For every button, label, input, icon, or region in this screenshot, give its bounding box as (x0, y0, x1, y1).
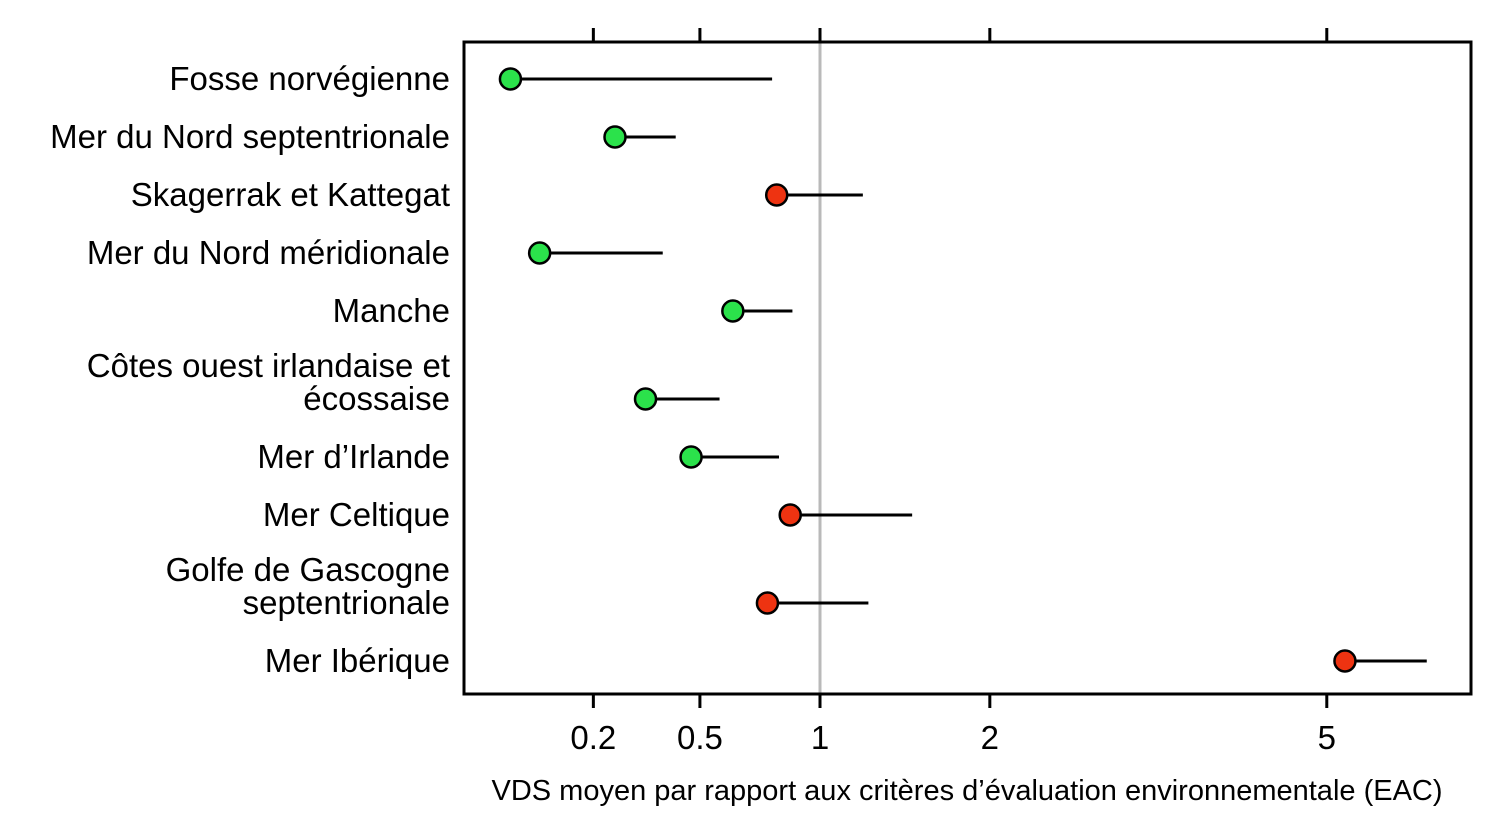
mean-vds-marker (755, 591, 780, 615)
chart-canvas: 0.2 0.5 1 2 5 Fosse norvégienne Mer du Nord se… (50, 28, 1473, 756)
mean-vds-marker (679, 445, 703, 469)
category-label: Mer du Nord méridionale (87, 234, 450, 271)
mean-vds-marker (1333, 649, 1357, 673)
mean-vds-marker (764, 183, 789, 207)
mean-vds-marker (778, 503, 802, 527)
x-axis-tick-label: 0.2 (570, 719, 616, 756)
mean-vds-marker (721, 299, 745, 323)
plot-border (462, 40, 1473, 696)
x-axis-tick-label: 2 (981, 719, 999, 756)
x-axis-tick-label: 0.5 (677, 719, 723, 756)
category-label: Mer Ibérique (265, 642, 450, 679)
mean-vds-marker (633, 387, 658, 411)
category-label: Mer du Nord septentrionale (50, 118, 450, 155)
category-label: Mer Celtique (263, 496, 450, 533)
category-label: septentrionale (243, 584, 450, 621)
category-label: Skagerrak et Kattegat (131, 176, 450, 213)
category-label: Mer d’Irlande (257, 438, 450, 475)
category-label: écossaise (303, 380, 450, 417)
category-label: Côtes ouest irlandaise et (87, 347, 450, 384)
category-label: Golfe de Gascogne (166, 551, 450, 588)
mean-vds-marker (498, 67, 523, 91)
category-label: Fosse norvégienne (169, 60, 450, 97)
x-axis-title: VDS moyen par rapport aux critères d’éva… (491, 775, 1442, 807)
x-axis-tick-label: 5 (1318, 719, 1336, 756)
x-axis-tick-label: 1 (811, 719, 829, 756)
category-label: Manche (333, 292, 450, 329)
mean-vds-marker (527, 241, 552, 265)
mean-vds-marker (603, 125, 627, 149)
